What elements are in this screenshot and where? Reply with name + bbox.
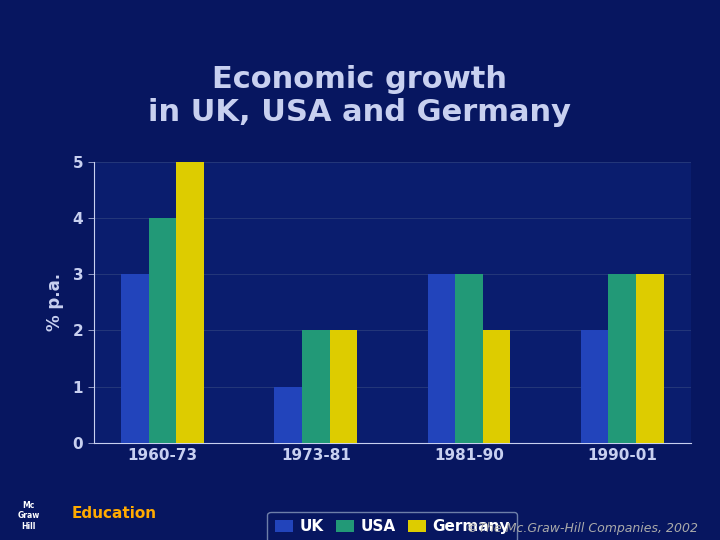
Legend: UK, USA, Germany: UK, USA, Germany (268, 511, 517, 540)
Bar (176, 162, 204, 443)
Text: Mc
Graw
Hill: Mc Graw Hill (18, 501, 40, 531)
Bar (455, 274, 483, 443)
Bar (274, 387, 302, 443)
Text: ©The Mc.Graw-Hill Companies, 2002: ©The Mc.Graw-Hill Companies, 2002 (467, 522, 698, 535)
Bar (149, 218, 176, 443)
Bar (581, 330, 608, 443)
Text: Education: Education (72, 506, 157, 521)
Bar (330, 330, 357, 443)
Bar (483, 330, 510, 443)
Bar (302, 330, 330, 443)
Bar (121, 274, 149, 443)
Bar (636, 274, 664, 443)
Bar (428, 274, 455, 443)
Bar (608, 274, 636, 443)
Text: Economic growth
in UK, USA and Germany: Economic growth in UK, USA and Germany (148, 65, 572, 127)
Y-axis label: % p.a.: % p.a. (46, 273, 64, 332)
